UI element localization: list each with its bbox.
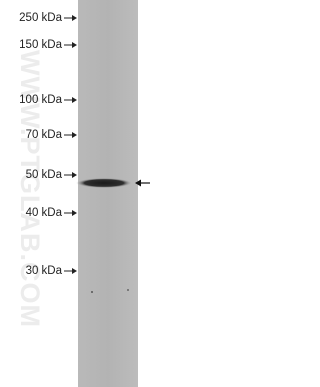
protein-band [76, 178, 132, 188]
marker-label: 100 kDa [19, 94, 62, 106]
marker-label: 30 kDa [26, 265, 63, 277]
band-arrow [135, 179, 150, 187]
blot-figure: WWW.PTGLAB.COM 250 kDa 150 kDa 100 kDa 70 k… [15, 0, 150, 387]
marker-arrowhead [72, 172, 77, 178]
marker-label: 250 kDa [19, 12, 62, 24]
marker-arrowhead [72, 268, 77, 274]
marker-label: 40 kDa [26, 207, 63, 219]
speck [127, 289, 129, 291]
marker-label: 50 kDa [26, 169, 63, 181]
marker-label: 150 kDa [19, 39, 62, 51]
marker-ladder: 250 kDa 150 kDa 100 kDa 70 kDa 50 kDa 40 kDa 3… [19, 12, 77, 277]
marker-arrowhead [72, 15, 77, 21]
marker-arrowhead [72, 97, 77, 103]
blot-lane [78, 0, 138, 387]
watermark: WWW.PTGLAB.COM [15, 50, 45, 328]
marker-arrowhead [72, 210, 77, 216]
speck [91, 291, 93, 293]
marker-arrowhead [72, 42, 77, 48]
marker-arrowhead [72, 132, 77, 138]
marker-label: 70 kDa [26, 129, 63, 141]
